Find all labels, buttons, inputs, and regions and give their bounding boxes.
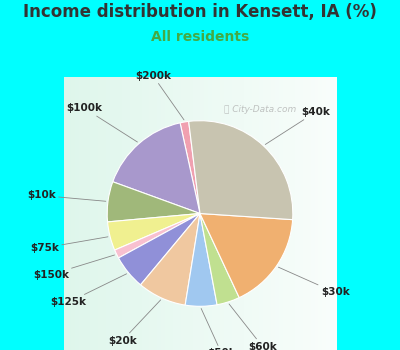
Wedge shape [140, 214, 200, 305]
Wedge shape [189, 121, 293, 220]
Wedge shape [113, 123, 200, 214]
Wedge shape [107, 182, 200, 222]
Text: $50k: $50k [201, 308, 236, 350]
Wedge shape [200, 214, 293, 298]
Text: $100k: $100k [66, 103, 138, 142]
Text: $20k: $20k [108, 300, 161, 346]
Text: $30k: $30k [278, 267, 350, 298]
Wedge shape [180, 121, 200, 214]
Text: Income distribution in Kensett, IA (%): Income distribution in Kensett, IA (%) [23, 3, 377, 21]
Wedge shape [185, 214, 217, 306]
Wedge shape [108, 214, 200, 250]
Text: $60k: $60k [229, 304, 277, 350]
Text: Ⓜ City-Data.com: Ⓜ City-Data.com [224, 105, 296, 114]
Wedge shape [115, 214, 200, 258]
Text: $10k: $10k [27, 190, 106, 201]
Wedge shape [200, 214, 239, 305]
Text: $125k: $125k [50, 274, 126, 307]
Text: $150k: $150k [33, 255, 114, 280]
Text: $75k: $75k [30, 237, 108, 253]
Text: $40k: $40k [265, 107, 330, 145]
Text: $200k: $200k [135, 71, 184, 120]
Wedge shape [118, 214, 200, 285]
Text: All residents: All residents [151, 30, 249, 44]
